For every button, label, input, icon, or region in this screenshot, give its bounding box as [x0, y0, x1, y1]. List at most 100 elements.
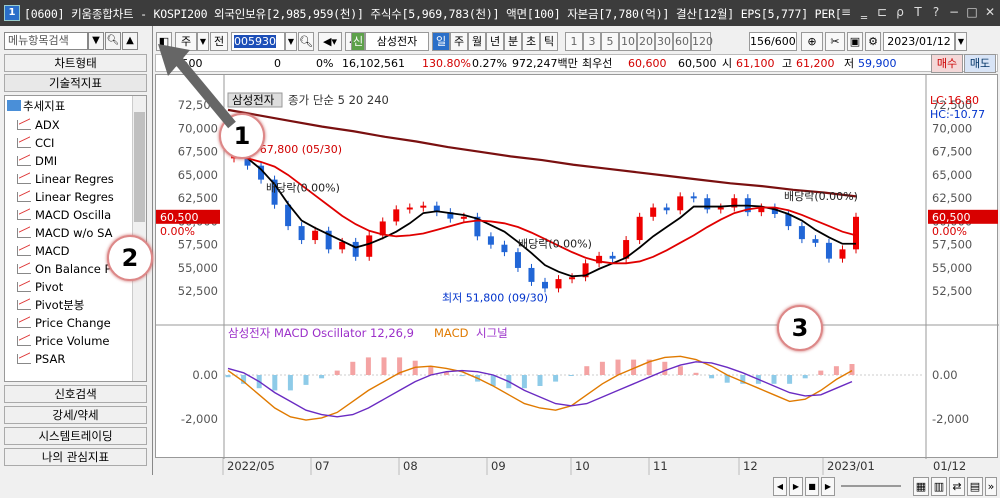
signal-search-button[interactable]: 신호검색	[4, 385, 147, 403]
save-icon[interactable]: ▣	[847, 32, 863, 51]
num-10[interactable]: 10	[619, 32, 637, 51]
macd-bar	[662, 361, 668, 375]
tree-item[interactable]: PSAR	[17, 350, 129, 368]
candle	[406, 207, 413, 210]
code-dropdown-icon[interactable]: ▼	[285, 32, 297, 51]
tile-icon[interactable]: ⊏	[876, 5, 888, 19]
tech-indicator-button[interactable]: 기술적지표	[4, 74, 147, 92]
sound-icon[interactable]: ◀▾	[318, 32, 342, 51]
num-120[interactable]: 120	[691, 32, 713, 51]
code-input[interactable]: 005930	[231, 32, 285, 51]
num-1[interactable]: 1	[565, 32, 583, 51]
tool-icon[interactable]: ✂	[825, 32, 845, 51]
scroll-thumb[interactable]	[134, 112, 145, 222]
tab-minute[interactable]: 분	[504, 32, 522, 51]
tree-item[interactable]: Pivot	[17, 278, 129, 296]
tree-item[interactable]: ADX	[17, 116, 129, 134]
y-tick-left: 70,000	[178, 121, 218, 135]
high-price: 61,200	[796, 57, 835, 70]
export-icon[interactable]: ⇄	[949, 477, 965, 496]
open-label: 시	[722, 57, 733, 70]
price-chart[interactable]: 삼성전자 MACD Oscillator 12,26,9 MACD 시그널 0.00 -…	[155, 74, 999, 459]
y-tick-right: 57,500	[932, 238, 972, 252]
date-input[interactable]: 2023/01/12	[883, 32, 955, 51]
period-dropdown-icon[interactable]: ▼	[197, 32, 209, 51]
num-30[interactable]: 30	[655, 32, 673, 51]
minimize-icon[interactable]: −	[948, 5, 960, 19]
tree-item[interactable]: CCI	[17, 134, 129, 152]
tree-item[interactable]: Pivot분봉	[17, 296, 129, 314]
stop-button[interactable]: ■	[805, 477, 819, 496]
buy-button[interactable]: 매수	[931, 54, 963, 73]
date-dropdown-icon[interactable]: ▼	[955, 32, 967, 51]
num-3[interactable]: 3	[583, 32, 601, 51]
x-label: 07	[315, 459, 330, 473]
search-icon[interactable]: 🔍︎	[105, 32, 121, 50]
pin-icon[interactable]: ρ	[896, 5, 904, 19]
search-icon[interactable]: 🔍︎	[298, 32, 314, 51]
x-axis: 2022/05 07 08 09 10 11 12 2023/01 01/12	[155, 458, 998, 475]
candle	[812, 239, 819, 243]
tree-item[interactable]: DMI	[17, 152, 129, 170]
candle	[366, 235, 373, 257]
tab-year[interactable]: 년	[486, 32, 504, 51]
more-icon[interactable]: »	[985, 477, 997, 496]
tree-item[interactable]: MACD Oscilla	[17, 206, 129, 224]
tab-day[interactable]: 일	[432, 32, 450, 51]
sell-button[interactable]: 매도	[964, 54, 996, 73]
zoom-slider[interactable]	[841, 485, 901, 487]
indicator-icon	[17, 318, 31, 328]
favorite-indicators-button[interactable]: 나의 관심지표	[4, 448, 147, 466]
tree-item[interactable]: MACD w/o SA	[17, 224, 129, 242]
macd-bar	[568, 375, 574, 376]
menu-search-input[interactable]: 메뉴항목검색	[4, 32, 88, 50]
pct-right: 0.00%	[932, 225, 967, 238]
tree-item[interactable]: Price Change	[17, 314, 129, 332]
tree-item[interactable]: On Balance P	[17, 260, 129, 278]
tab-tick[interactable]: 틱	[540, 32, 558, 51]
num-5[interactable]: 5	[601, 32, 619, 51]
grid-icon[interactable]: ▤	[967, 477, 983, 496]
tab-week[interactable]: 주	[450, 32, 468, 51]
signal-line	[227, 361, 853, 418]
compare-icon[interactable]: ▥	[931, 477, 947, 496]
close-icon[interactable]: ✕	[984, 5, 996, 19]
num-20[interactable]: 20	[637, 32, 655, 51]
tab-second[interactable]: 초	[522, 32, 540, 51]
settings-icon[interactable]: ⚙	[865, 32, 881, 51]
indicator-icon	[17, 228, 31, 238]
macd-bar	[537, 375, 543, 386]
play-button[interactable]: ▶	[789, 477, 803, 496]
series-line	[233, 155, 857, 265]
dropdown-icon[interactable]: ▼	[88, 32, 104, 50]
app-icon: 1	[4, 5, 20, 21]
macd-bar	[693, 372, 699, 375]
strength-button[interactable]: 강세/약세	[4, 406, 147, 424]
chart-type-button[interactable]: 차트형태	[4, 54, 147, 72]
y-tick-left: 52,500	[178, 284, 218, 298]
text-icon[interactable]: T	[914, 5, 922, 19]
count-input[interactable]: 156/600	[749, 32, 797, 51]
tree-folder-trend[interactable]: 추세지표	[7, 98, 65, 114]
price-left: 60,500	[160, 211, 199, 224]
up-icon[interactable]: ▲	[122, 32, 138, 50]
candle	[825, 242, 832, 259]
zoom-icon[interactable]: ⊕	[801, 32, 823, 51]
candle	[542, 281, 548, 289]
help-icon[interactable]: ?	[932, 5, 940, 19]
view-icon[interactable]: ▦	[913, 477, 929, 496]
minimize-all-icon[interactable]: ‗	[861, 5, 867, 19]
num-60[interactable]: 60	[673, 32, 691, 51]
prev-button[interactable]: 전	[210, 32, 228, 51]
next-button[interactable]: ▶	[821, 477, 835, 496]
menu-icon[interactable]: ≡	[840, 5, 852, 19]
tree-item[interactable]: Linear Regres	[17, 188, 129, 206]
first-button[interactable]: ◀	[773, 477, 787, 496]
tree-item[interactable]: MACD	[17, 242, 129, 260]
tree-item[interactable]: Price Volume	[17, 332, 129, 350]
tab-month[interactable]: 월	[468, 32, 486, 51]
maximize-icon[interactable]: □	[966, 5, 978, 19]
macd-bar	[709, 375, 715, 379]
tree-item[interactable]: Linear Regres	[17, 170, 129, 188]
system-trading-button[interactable]: 시스템트레이딩	[4, 427, 147, 445]
